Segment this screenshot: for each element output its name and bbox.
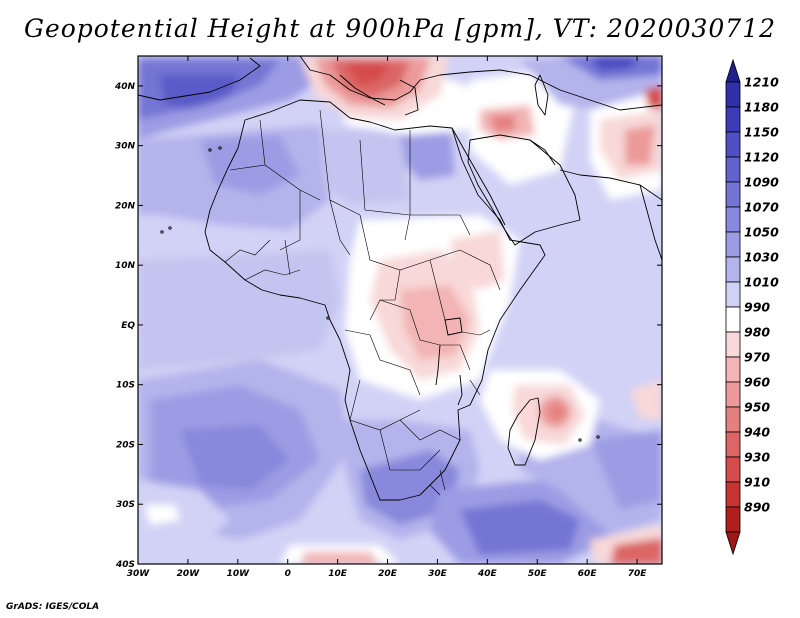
lon-tick-label: 20W: [177, 569, 201, 579]
lon-tick-label: 10W: [227, 569, 251, 579]
colorbar-label: 930: [744, 450, 770, 465]
credit-text: GrADS: IGES/COLA: [6, 602, 100, 612]
lat-tick-label: 20S: [116, 440, 135, 450]
coastlines: [138, 56, 662, 501]
map-title: Geopotential Height at 900hPa [gpm], VT:…: [23, 14, 777, 43]
colorbar-swatch: [725, 206, 741, 233]
colorbar-swatch: [725, 481, 741, 508]
colorbar-label: 970: [744, 350, 770, 365]
colorbar-label: 1070: [744, 200, 779, 215]
colorbar-label: 910: [744, 475, 770, 490]
colorbar-bottom-arrow: [725, 531, 741, 556]
lat-tick-label: EQ: [121, 321, 135, 331]
colorbar-label: 1180: [744, 100, 779, 115]
colorbar-label: 1090: [744, 175, 779, 190]
colorbar-swatch: [725, 181, 741, 208]
lat-tick-label: 40S: [115, 560, 135, 570]
map-frame: [137, 55, 663, 565]
colorbar-swatch: [725, 456, 741, 483]
colorbar-label: 990: [744, 300, 770, 315]
colorbar-label: 960: [744, 375, 770, 390]
colorbar-label: 1120: [744, 150, 779, 165]
lon-tick-label: 60E: [578, 569, 598, 579]
colorbar-swatch: [725, 81, 741, 108]
lon-tick-label: 30W: [127, 569, 151, 579]
colorbar-swatch: [725, 256, 741, 283]
lat-tick-label: 40N: [114, 82, 136, 92]
colorbar-label: 1210: [744, 75, 779, 90]
colorbar-swatch: [725, 156, 741, 183]
colorbar-swatch: [725, 356, 741, 383]
colorbar-swatch: [725, 331, 741, 358]
lat-tick-label: 30N: [115, 142, 136, 152]
colorbar-swatch: [725, 131, 741, 158]
lat-tick-label: 10S: [116, 381, 135, 391]
lon-tick-label: 0: [285, 569, 291, 579]
colorbar-swatch: [725, 431, 741, 458]
country-borders: [224, 109, 501, 496]
colorbar-swatch: [725, 506, 741, 533]
height-field: [138, 56, 662, 564]
colorbar: 1210 1180 1150 1120 1090 1070 1050 1030 1010 990 9…: [725, 58, 779, 556]
colorbar-top-arrow: [725, 58, 741, 83]
colorbar-label: 980: [744, 325, 770, 340]
colorbar-label: 890: [744, 500, 770, 515]
colorbar-swatch: [725, 406, 741, 433]
lon-tick-label: 10E: [328, 569, 348, 579]
lon-tick-label: 20E: [378, 569, 398, 579]
colorbar-label: 1050: [744, 225, 779, 240]
lon-tick-label: 30E: [428, 569, 448, 579]
colorbar-swatch: [725, 231, 741, 258]
colorbar-swatch: [725, 281, 741, 308]
axis-ticks: [137, 56, 662, 565]
colorbar-swatch: [725, 306, 741, 333]
lat-tick-label: 30S: [116, 500, 135, 510]
colorbar-label: 950: [744, 400, 770, 415]
colorbar-label: 1030: [744, 250, 779, 265]
colorbar-label: 940: [744, 425, 770, 440]
colorbar-label: 1150: [744, 125, 779, 140]
colorbar-swatch: [725, 381, 741, 408]
colorbar-label: 1010: [744, 275, 779, 290]
lat-tick-label: 20N: [115, 201, 136, 211]
lon-tick-label: 40E: [477, 569, 498, 579]
colorbar-swatch: [725, 106, 741, 133]
lon-tick-label: 70E: [628, 569, 648, 579]
lat-tick-label: 10N: [115, 261, 136, 271]
lon-tick-label: 50E: [528, 569, 548, 579]
